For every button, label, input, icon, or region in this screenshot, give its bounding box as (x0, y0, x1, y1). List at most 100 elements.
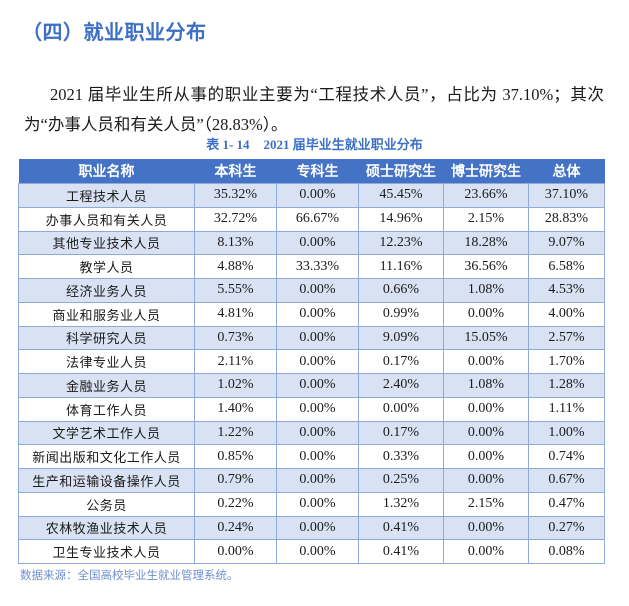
cell-occupation-name: 教学人员 (18, 254, 195, 279)
cell-master-pct: 11.16% (358, 254, 444, 279)
table-row: 法律专业人员 2.11% 0.00% 0.17% 0.00% 1.70% (18, 349, 605, 374)
cell-doctoral-pct: 1.08% (443, 278, 529, 303)
cell-master-pct: 12.23% (358, 230, 444, 256)
cell-junior-college-pct: 0.00% (276, 301, 359, 327)
table-caption: 表 1- 14 2021 届毕业生就业职业分布 (0, 134, 629, 153)
cell-doctoral-pct: 18.28% (443, 230, 529, 256)
column-header-occupation: 职业名称 (18, 159, 195, 184)
cell-occupation-name: 经济业务人员 (18, 278, 195, 303)
cell-occupation-name: 体育工作人员 (18, 396, 195, 422)
cell-undergraduate-pct: 0.24% (194, 515, 277, 541)
cell-junior-college-pct: 0.00% (276, 515, 359, 541)
cell-undergraduate-pct: 5.55% (194, 278, 277, 303)
cell-overall-pct: 1.11% (528, 396, 605, 422)
cell-doctoral-pct: 0.00% (443, 444, 529, 469)
cell-overall-pct: 0.27% (528, 515, 605, 541)
cell-overall-pct: 1.28% (528, 373, 605, 398)
table-row: 其他专业技术人员 8.13% 0.00% 12.23% 18.28% 9.07% (18, 230, 605, 256)
cell-occupation-name: 工程技术人员 (18, 183, 195, 208)
column-header-doctoral: 博士研究生 (443, 159, 529, 184)
table-row: 科学研究人员 0.73% 0.00% 9.09% 15.05% 2.57% (18, 325, 605, 351)
cell-doctoral-pct: 36.56% (443, 254, 529, 279)
cell-overall-pct: 0.47% (528, 491, 605, 517)
cell-doctoral-pct: 2.15% (443, 491, 529, 517)
table-row: 教学人员 4.88% 33.33% 11.16% 36.56% 6.58% (18, 254, 605, 279)
cell-occupation-name: 办事人员和有关人员 (18, 206, 195, 232)
cell-undergraduate-pct: 32.72% (194, 206, 277, 232)
cell-junior-college-pct: 0.00% (276, 491, 359, 517)
cell-undergraduate-pct: 4.88% (194, 254, 277, 279)
cell-overall-pct: 2.57% (528, 325, 605, 351)
table-row: 生产和运输设备操作人员 0.79% 0.00% 0.25% 0.00% 0.67% (18, 468, 605, 493)
cell-doctoral-pct: 0.00% (443, 515, 529, 541)
cell-occupation-name: 公务员 (18, 491, 195, 517)
cell-occupation-name: 卫生专业技术人员 (18, 539, 195, 564)
table-row: 金融业务人员 1.02% 0.00% 2.40% 1.08% 1.28% (18, 373, 605, 398)
cell-occupation-name: 科学研究人员 (18, 325, 195, 351)
cell-overall-pct: 9.07% (528, 230, 605, 256)
cell-master-pct: 0.99% (358, 301, 444, 327)
cell-master-pct: 0.00% (358, 396, 444, 422)
table-row: 农林牧渔业技术人员 0.24% 0.00% 0.41% 0.00% 0.27% (18, 515, 605, 541)
table-row: 办事人员和有关人员 32.72% 66.67% 14.96% 2.15% 28.83% (18, 206, 605, 232)
data-source-note: 数据来源：全国高校毕业生就业管理系统。 (20, 568, 239, 582)
table-row: 体育工作人员 1.40% 0.00% 0.00% 0.00% 1.11% (18, 396, 605, 422)
cell-overall-pct: 0.67% (528, 468, 605, 493)
table-row: 商业和服务业人员 4.81% 0.00% 0.99% 0.00% 4.00% (18, 301, 605, 327)
cell-master-pct: 9.09% (358, 325, 444, 351)
table-row: 文学艺术工作人员 1.22% 0.00% 0.17% 0.00% 1.00% (18, 420, 605, 446)
cell-junior-college-pct: 0.00% (276, 468, 359, 493)
table-row: 新闻出版和文化工作人员 0.85% 0.00% 0.33% 0.00% 0.74% (18, 444, 605, 469)
cell-master-pct: 14.96% (358, 206, 444, 232)
cell-master-pct: 0.17% (358, 420, 444, 446)
section-heading: （四）就业职业分布 (22, 20, 207, 44)
cell-junior-college-pct: 0.00% (276, 396, 359, 422)
cell-overall-pct: 0.08% (528, 539, 605, 564)
cell-occupation-name: 其他专业技术人员 (18, 230, 195, 256)
cell-overall-pct: 6.58% (528, 254, 605, 279)
cell-doctoral-pct: 0.00% (443, 349, 529, 374)
cell-overall-pct: 1.70% (528, 349, 605, 374)
cell-undergraduate-pct: 1.22% (194, 420, 277, 446)
cell-undergraduate-pct: 35.32% (194, 183, 277, 208)
cell-overall-pct: 1.00% (528, 420, 605, 446)
cell-doctoral-pct: 0.00% (443, 539, 529, 564)
cell-undergraduate-pct: 0.22% (194, 491, 277, 517)
column-header-undergraduate: 本科生 (194, 159, 277, 184)
cell-doctoral-pct: 15.05% (443, 325, 529, 351)
cell-doctoral-pct: 1.08% (443, 373, 529, 398)
cell-doctoral-pct: 23.66% (443, 183, 529, 208)
cell-undergraduate-pct: 4.81% (194, 301, 277, 327)
cell-undergraduate-pct: 1.02% (194, 373, 277, 398)
cell-junior-college-pct: 0.00% (276, 325, 359, 351)
cell-junior-college-pct: 0.00% (276, 183, 359, 208)
table-caption-number: 表 1- 14 (206, 137, 250, 152)
table-row: 工程技术人员 35.32% 0.00% 45.45% 23.66% 37.10% (18, 183, 605, 208)
cell-master-pct: 0.33% (358, 444, 444, 469)
cell-doctoral-pct: 0.00% (443, 468, 529, 493)
cell-overall-pct: 0.74% (528, 444, 605, 469)
column-header-overall: 总体 (528, 159, 605, 184)
table-caption-title: 2021 届毕业生就业职业分布 (263, 137, 423, 152)
cell-junior-college-pct: 0.00% (276, 349, 359, 374)
cell-occupation-name: 生产和运输设备操作人员 (18, 468, 195, 493)
cell-overall-pct: 28.83% (528, 206, 605, 232)
table-row: 公务员 0.22% 0.00% 1.32% 2.15% 0.47% (18, 491, 605, 517)
cell-master-pct: 0.25% (358, 468, 444, 493)
cell-undergraduate-pct: 0.00% (194, 539, 277, 564)
cell-junior-college-pct: 0.00% (276, 373, 359, 398)
cell-master-pct: 2.40% (358, 373, 444, 398)
cell-occupation-name: 法律专业人员 (18, 349, 195, 374)
table-row: 卫生专业技术人员 0.00% 0.00% 0.41% 0.00% 0.08% (18, 539, 605, 564)
column-header-master: 硕士研究生 (358, 159, 444, 184)
cell-overall-pct: 37.10% (528, 183, 605, 208)
cell-undergraduate-pct: 0.79% (194, 468, 277, 493)
cell-undergraduate-pct: 1.40% (194, 396, 277, 422)
summary-paragraph: 2021 届毕业生所从事的职业主要为“工程技术人员”，占比为 37.10%；其次… (24, 84, 604, 134)
cell-occupation-name: 金融业务人员 (18, 373, 195, 398)
cell-junior-college-pct: 0.00% (276, 420, 359, 446)
cell-occupation-name: 新闻出版和文化工作人员 (18, 444, 195, 469)
cell-master-pct: 45.45% (358, 183, 444, 208)
cell-occupation-name: 商业和服务业人员 (18, 301, 195, 327)
cell-master-pct: 0.17% (358, 349, 444, 374)
